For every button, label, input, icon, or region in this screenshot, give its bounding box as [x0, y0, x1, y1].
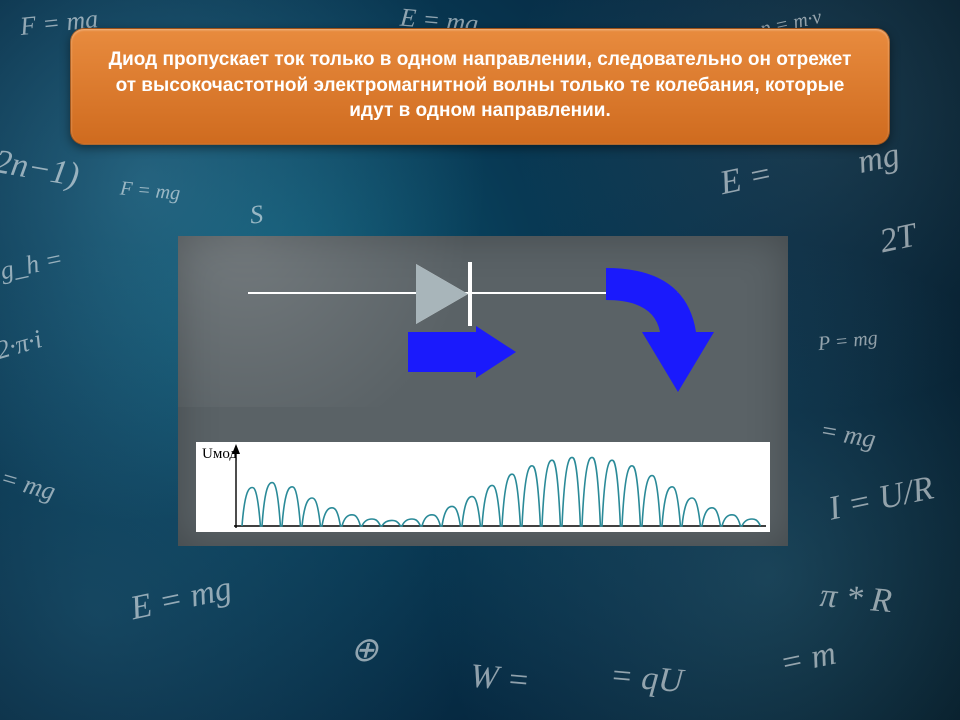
- arrow-curve-down-icon: [596, 264, 716, 414]
- arrow-right-icon: [408, 332, 480, 372]
- diode-symbol: [416, 264, 468, 324]
- callout-text: Диод пропускает ток только в одном напра…: [109, 49, 852, 121]
- diagram-panel: Uмод: [178, 236, 788, 546]
- waveform-plot: Uмод: [196, 442, 770, 532]
- explanation-callout: Диод пропускает ток только в одном напра…: [70, 28, 890, 145]
